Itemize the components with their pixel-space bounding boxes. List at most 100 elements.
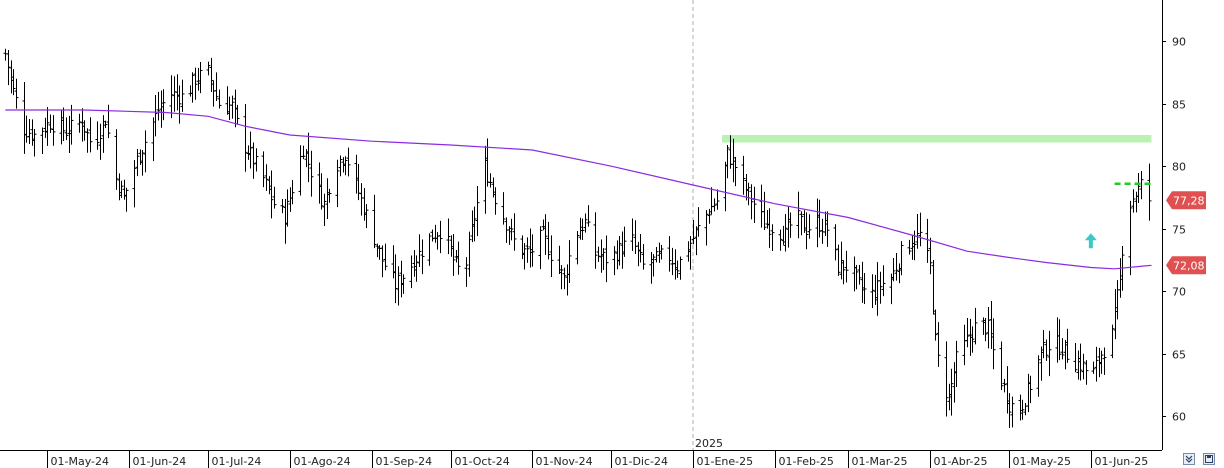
ohlc-bar (841, 260, 846, 285)
ohlc-bar (944, 341, 949, 417)
ohlc-bar (1041, 329, 1046, 359)
ohlc-bar (190, 72, 195, 103)
ohlc-bar (630, 218, 635, 251)
x-tick: 01-Nov-24 (532, 450, 593, 468)
ohlc-bar (217, 89, 222, 109)
ohlc-bar (622, 226, 627, 257)
ohlc-bar (327, 188, 332, 203)
x-tick-label: 01-May-25 (1013, 455, 1071, 468)
ohlc-bar (857, 264, 862, 285)
ohlc-bar (1099, 350, 1104, 374)
ohlc-bar (667, 236, 672, 272)
price-tag: 77,28 (1166, 191, 1206, 210)
ohlc-bar (364, 204, 369, 229)
ohlc-bar (85, 128, 90, 153)
ohlc-bar (833, 224, 838, 261)
y-tick-label: 85 (1172, 99, 1186, 112)
ohlc-bar (741, 155, 746, 195)
ohlc-bar (1091, 361, 1096, 374)
ohlc-bar (393, 254, 398, 304)
ohlc-bar (132, 159, 137, 208)
ohlc-bar (414, 255, 419, 282)
scroll-down-button[interactable] (1183, 453, 1195, 465)
ohlc-bar (475, 186, 480, 237)
ohlc-bar (604, 235, 609, 283)
save-button[interactable] (1203, 453, 1215, 465)
ohlc-bar (844, 250, 849, 283)
ohlc-bar (472, 206, 477, 242)
ohlc-bar (301, 145, 306, 160)
ohlc-bar (654, 247, 659, 263)
ohlc-bar (583, 213, 588, 233)
ohlc-bar (64, 117, 69, 141)
ohlc-bar (1020, 399, 1025, 420)
ohlc-bar (601, 248, 606, 270)
ohlc-bar (380, 245, 385, 278)
ohlc-bar (746, 182, 751, 206)
x-axis[interactable]: 01-May-24 01-Jun-24 01-Jul-24 01-Ago-24 01-S… (47, 450, 1149, 468)
ohlc-bar (27, 119, 32, 144)
price-tag-box (1166, 256, 1206, 275)
price-tag-label: 72,08 (1173, 259, 1205, 272)
x-tick-label: 01-Ene-25 (697, 455, 754, 468)
ohlc-bar (1084, 360, 1089, 385)
ohlc-bar (309, 150, 314, 197)
ohlc-bar (48, 114, 53, 133)
x-tick: 01-Jun-24 (129, 450, 186, 468)
ohlc-bar (678, 256, 683, 280)
ohlc-bar (1094, 346, 1099, 382)
ohlc-bar (269, 170, 274, 219)
ohlc-bar (954, 340, 959, 387)
ohlc-bar (915, 214, 920, 249)
ohlc-bar (891, 258, 896, 282)
ohlc-bar (290, 180, 295, 205)
ohlc-bar (1081, 353, 1086, 380)
ohlc-bar (796, 191, 801, 239)
ohlc-bar (319, 173, 324, 210)
ohlc-bar (427, 233, 432, 266)
ohlc-bar (1078, 343, 1083, 381)
ohlc-bar (243, 103, 248, 172)
ohlc-bar (1002, 378, 1007, 393)
ohlc-bar (417, 234, 422, 267)
resistance-band-layer (721, 135, 1152, 143)
up-arrow-icon (1084, 233, 1097, 249)
x-tick: 01-Feb-25 (775, 450, 834, 468)
ohlc-bar (525, 237, 530, 263)
ohlc-bar (51, 115, 56, 146)
y-tick: 60 (1162, 411, 1186, 424)
ohlc-bar (522, 242, 527, 270)
ohlc-bar (61, 107, 66, 142)
ohlc-bar (272, 186, 277, 209)
ohlc-bar (409, 255, 414, 289)
ohlc-bar (825, 211, 830, 247)
x-tick-label: 01-Jul-24 (212, 455, 262, 468)
ohlc-bar (285, 189, 290, 227)
ohlc-bar (546, 221, 551, 260)
ohlc-bar (575, 230, 580, 265)
ohlc-bar (651, 254, 656, 277)
ohlc-bar (401, 274, 406, 294)
ohlc-bar (346, 147, 351, 177)
ohlc-bar (338, 155, 343, 177)
ohlc-bar (894, 252, 899, 281)
ohlc-bar (712, 198, 717, 212)
moving-average-layer (5, 109, 1152, 270)
ohlc-bar (973, 307, 978, 345)
ohlc-bar (467, 231, 472, 277)
x-tick-label: 01-Jun-25 (1095, 455, 1149, 468)
ohlc-bar (899, 241, 904, 276)
ohlc-bar (925, 218, 930, 263)
ohlc-bar (493, 187, 498, 215)
ohlc-bar (156, 91, 161, 121)
ohlc-bar (1010, 396, 1015, 428)
ohlc-bar (214, 72, 219, 102)
ohlc-bar (248, 131, 253, 169)
ohlc-bar (918, 212, 923, 247)
ohlc-bar (32, 128, 37, 157)
x-tick-label: 01-Ago-24 (294, 455, 351, 468)
ohlc-bar (933, 309, 938, 341)
ohlc-bar (77, 113, 82, 133)
y-axis[interactable]: 60 65 70 75 80 85 90 (1162, 36, 1186, 424)
